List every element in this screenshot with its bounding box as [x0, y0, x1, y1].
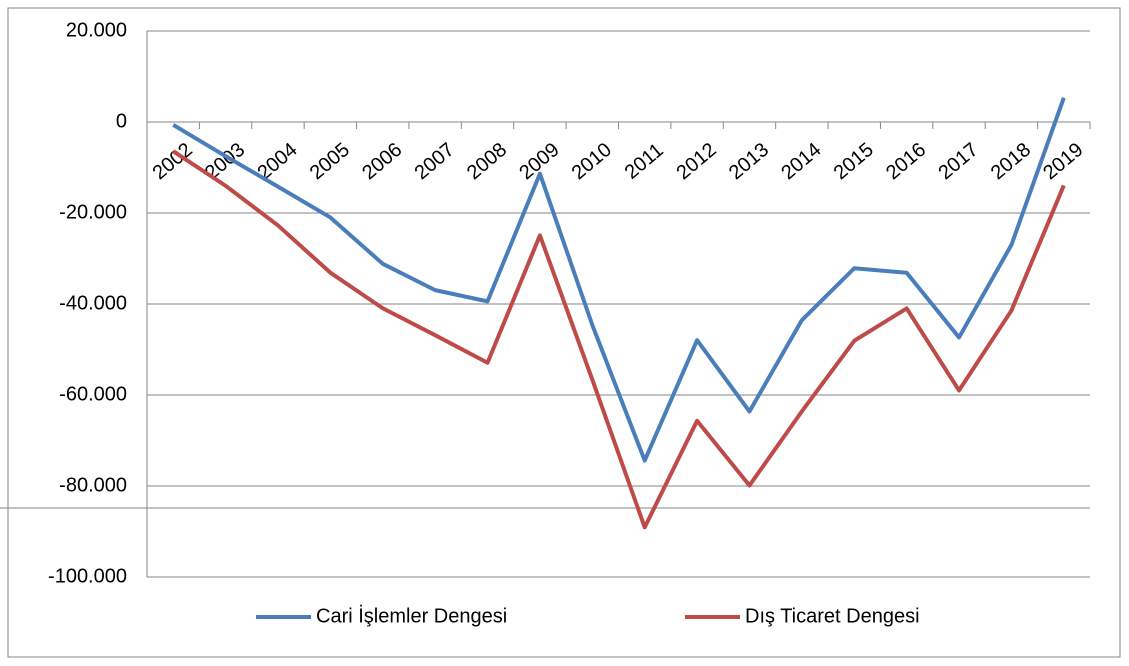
legend-label: Cari İşlemler Dengesi [316, 604, 507, 627]
series-line [172, 149, 1066, 530]
y-tick-label: -20.000 [59, 201, 127, 223]
legend-label: Dış Ticaret Dengesi [745, 605, 920, 627]
y-tick-label: 0 [116, 110, 127, 132]
y-tick-label: -60.000 [59, 383, 127, 405]
y-tick-label: -100.000 [48, 565, 127, 587]
series-line [172, 97, 1066, 463]
chart-border [7, 7, 1121, 658]
y-tick-label: -80.000 [59, 474, 127, 496]
y-tick-label: 20.000 [66, 19, 127, 41]
y-tick-label: -40.000 [59, 292, 127, 314]
